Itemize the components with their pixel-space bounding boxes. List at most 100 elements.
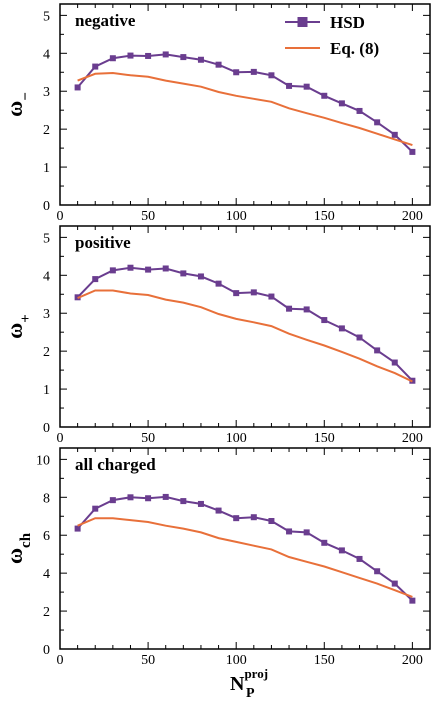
x-tick-label: 100	[226, 653, 247, 668]
data-point-hsd	[374, 347, 381, 354]
data-point-hsd	[215, 61, 222, 68]
plot-frame	[59, 447, 431, 650]
series-line-eq8	[77, 289, 413, 383]
x-tick-label: 100	[226, 431, 247, 446]
legend-label-hsd: HSD	[330, 13, 365, 32]
data-point-hsd	[92, 505, 99, 512]
data-point-hsd	[145, 495, 152, 502]
panel-label: positive	[75, 233, 131, 252]
y-axis-label: ω−	[2, 92, 34, 117]
data-point-hsd	[162, 493, 169, 500]
data-point-hsd	[391, 580, 398, 587]
data-point-hsd	[233, 69, 240, 76]
data-point-hsd	[303, 83, 310, 90]
chart-panel-1: 0 50 100 150 200 0 1 2 3 4 5 ω− negative HSD Eq. (8)	[2, 3, 431, 224]
y-axis-label-subscript: +	[18, 314, 34, 323]
data-point-hsd	[109, 497, 116, 504]
y-axis-label-subscript: ch	[18, 532, 34, 548]
y-tick-label: 2	[43, 605, 50, 620]
y-tick-label: 1	[43, 161, 50, 176]
x-tick-label: 150	[314, 431, 335, 446]
legend-marker-hsd	[297, 17, 308, 27]
data-point-hsd	[162, 265, 169, 272]
x-tick-label: 100	[226, 209, 247, 224]
y-axis-label-symbol: ω	[2, 101, 27, 117]
y-axis-label-symbol: ω	[2, 548, 27, 564]
data-point-hsd	[250, 289, 257, 296]
y-tick-label: 0	[43, 199, 50, 214]
data-point-hsd	[233, 515, 240, 522]
data-point-hsd	[92, 276, 99, 283]
data-point-hsd	[391, 131, 398, 138]
plot-frame	[59, 3, 431, 206]
y-axis-label: ω+	[2, 314, 34, 339]
data-point-hsd	[74, 84, 81, 91]
data-point-hsd	[338, 100, 345, 107]
data-point-hsd	[356, 555, 363, 562]
y-axis-label: ωch	[2, 532, 34, 564]
x-axis-label-symbol: N	[230, 673, 245, 695]
x-tick-label: 0	[57, 653, 64, 668]
data-point-hsd	[303, 529, 310, 536]
series-line-eq8	[77, 517, 413, 598]
data-point-hsd	[74, 525, 81, 532]
data-point-hsd	[374, 568, 381, 575]
y-tick-label: 1	[43, 383, 50, 398]
x-axis-label: Nproj	[230, 666, 268, 695]
data-point-hsd	[215, 507, 222, 514]
data-point-hsd	[145, 266, 152, 273]
data-point-hsd	[109, 55, 116, 62]
data-point-hsd	[356, 334, 363, 341]
x-tick-label: 200	[402, 653, 423, 668]
x-tick-label: 150	[314, 653, 335, 668]
data-point-hsd	[409, 148, 416, 155]
y-tick-label: 2	[43, 123, 50, 138]
x-tick-label: 50	[141, 209, 155, 224]
data-point-hsd	[286, 305, 293, 312]
data-point-hsd	[250, 514, 257, 521]
data-point-hsd	[127, 52, 134, 59]
y-tick-label: 3	[43, 85, 50, 100]
data-point-hsd	[268, 518, 275, 525]
data-point-hsd	[162, 51, 169, 58]
x-tick-label: 200	[402, 431, 423, 446]
data-point-hsd	[356, 107, 363, 114]
x-tick-label: 150	[314, 209, 335, 224]
data-point-hsd	[321, 539, 328, 546]
series-line-hsd	[76, 266, 414, 382]
x-tick-label: 200	[402, 209, 423, 224]
data-point-hsd	[268, 72, 275, 79]
data-point-hsd	[127, 264, 134, 271]
y-axis-label-symbol: ω	[2, 323, 27, 339]
x-axis-label-subscript: P	[246, 686, 255, 701]
panel-label: negative	[75, 11, 136, 30]
data-point-hsd	[321, 317, 328, 324]
data-point-hsd	[127, 494, 134, 501]
legend-label-eq8: Eq. (8)	[330, 39, 379, 58]
data-point-hsd	[180, 498, 187, 505]
data-point-hsd	[180, 54, 187, 61]
y-tick-label: 5	[43, 231, 50, 246]
x-tick-label: 0	[57, 431, 64, 446]
x-tick-label: 50	[141, 431, 155, 446]
data-point-hsd	[145, 52, 152, 59]
y-tick-label: 4	[43, 47, 50, 62]
data-point-hsd	[303, 306, 310, 313]
y-tick-label: 4	[43, 269, 50, 284]
x-tick-label: 50	[141, 653, 155, 668]
y-tick-label: 8	[43, 491, 50, 506]
data-point-hsd	[338, 325, 345, 332]
data-point-hsd	[197, 500, 204, 507]
data-point-hsd	[268, 293, 275, 300]
x-tick-label: 0	[57, 209, 64, 224]
plot-frame	[59, 225, 431, 428]
data-point-hsd	[286, 528, 293, 535]
y-tick-label: 6	[43, 529, 50, 544]
data-point-hsd	[92, 63, 99, 70]
series-line-hsd	[76, 495, 414, 602]
data-point-hsd	[286, 82, 293, 89]
y-tick-label: 0	[43, 643, 50, 658]
chart-panel-2: 0 50 100 150 200 0 1 2 3 4 5 ω+ positive	[2, 225, 431, 446]
